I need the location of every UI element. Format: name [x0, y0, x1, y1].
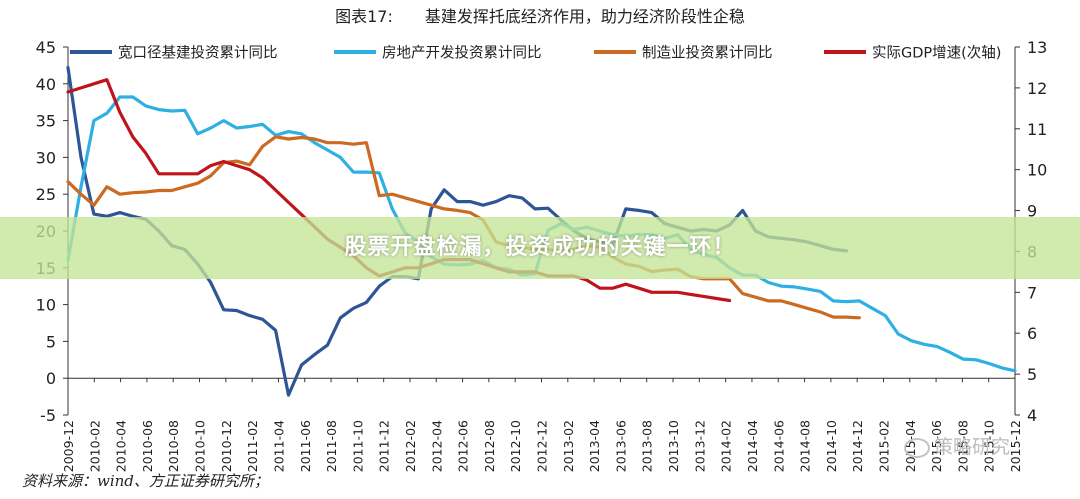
x-tick-label: 2015-10	[982, 420, 997, 472]
y-right-tick-label: 5	[1027, 365, 1037, 384]
y-right-tick-label: 9	[1027, 202, 1037, 221]
x-tick-label: 2012-12	[535, 420, 550, 472]
watermark: 策略研究	[904, 432, 1010, 459]
promo-banner[interactable]	[0, 217, 1080, 279]
legend: 宽口径基建投资累计同比 房地产开发投资累计同比 制造业投资累计同比 实际GDP增速(次…	[70, 45, 1001, 62]
y-left-tick-label: -5	[40, 406, 56, 425]
x-tick-label: 2010-04	[114, 420, 129, 472]
y-right-tick-label: 7	[1027, 283, 1037, 302]
x-tick-label: 2012-02	[403, 420, 418, 472]
x-tick-label: 2014-08	[798, 420, 813, 472]
y-right-tick-label: 12	[1027, 79, 1047, 98]
x-tick-label: 2014-12	[850, 420, 865, 472]
x-tick-label: 2012-06	[456, 420, 471, 472]
x-tick-label: 2013-02	[561, 420, 576, 472]
x-tick-label: 2011-10	[350, 420, 365, 472]
y-right-tick-label: 11	[1027, 120, 1047, 139]
legend-label: 宽口径基建投资累计同比	[118, 45, 278, 62]
chart-title: 图表17: 基建发挥托底经济作用，助力经济阶段性企稳	[335, 7, 745, 26]
x-tick-label: 2009-12	[61, 420, 76, 472]
x-tick-label: 2010-02	[87, 420, 102, 472]
legend-label: 制造业投资累计同比	[642, 45, 773, 62]
x-tick-label: 2011-12	[377, 420, 392, 472]
y-left-tick-label: 45	[36, 38, 56, 57]
x-tick-label: 2012-04	[429, 420, 444, 472]
legend-label: 房地产开发投资累计同比	[382, 45, 542, 62]
x-tick-label: 2010-10	[193, 420, 208, 472]
y-left-tick-label: 10	[36, 296, 56, 315]
y-right-tick-label: 6	[1027, 324, 1037, 343]
wechat-icon	[904, 437, 930, 458]
y-left-tick-label: 40	[36, 75, 56, 94]
y-right-tick-label: 13	[1027, 38, 1047, 57]
x-tick-label: 2015-12	[1008, 420, 1023, 472]
source-note: 资料来源：wind、方正证券研究所；	[22, 472, 269, 490]
x-tick-label: 2013-12	[692, 420, 707, 472]
y-left-tick-label: 35	[36, 112, 56, 131]
x-tick-label: 2012-10	[508, 420, 523, 472]
y-left-tick-label: 25	[36, 185, 56, 204]
x-tick-label: 2010-06	[140, 420, 155, 472]
x-tick-label: 2014-02	[719, 420, 734, 472]
x-tick-label: 2011-06	[298, 420, 313, 472]
x-tick-label: 2010-08	[166, 420, 181, 472]
x-tick-label: 2010-12	[219, 420, 234, 472]
y-right-tick-label: 4	[1027, 406, 1037, 425]
legend-label: 实际GDP增速(次轴)	[872, 45, 1001, 62]
x-tick-label: 2014-10	[824, 420, 839, 472]
promo-banner-text[interactable]: 股票开盘检漏，投资成功的关键一环！	[344, 235, 736, 260]
x-tick-label: 2015-08	[955, 420, 970, 472]
x-tick-label: 2013-06	[613, 420, 628, 472]
x-tick-label: 2015-06	[929, 420, 944, 472]
x-tick-label: 2013-10	[666, 420, 681, 472]
x-tick-label: 2011-02	[245, 420, 260, 472]
x-tick-label: 2013-08	[640, 420, 655, 472]
watermark-text: 策略研究	[934, 436, 1011, 458]
y-left-tick-label: 5	[46, 332, 56, 351]
x-tick-label: 2013-04	[587, 420, 602, 472]
x-tick-label: 2011-04	[271, 420, 286, 472]
x-tick-label: 2011-08	[324, 420, 339, 472]
x-tick-label: 2014-06	[771, 420, 786, 472]
x-tick-label: 2015-02	[876, 420, 891, 472]
y-left-tick-label: 30	[36, 148, 56, 167]
x-tick-label: 2014-04	[745, 420, 760, 472]
x-tick-label: 2012-08	[482, 420, 497, 472]
y-right-tick-label: 10	[1027, 161, 1047, 180]
y-left-tick-label: 0	[46, 369, 56, 388]
